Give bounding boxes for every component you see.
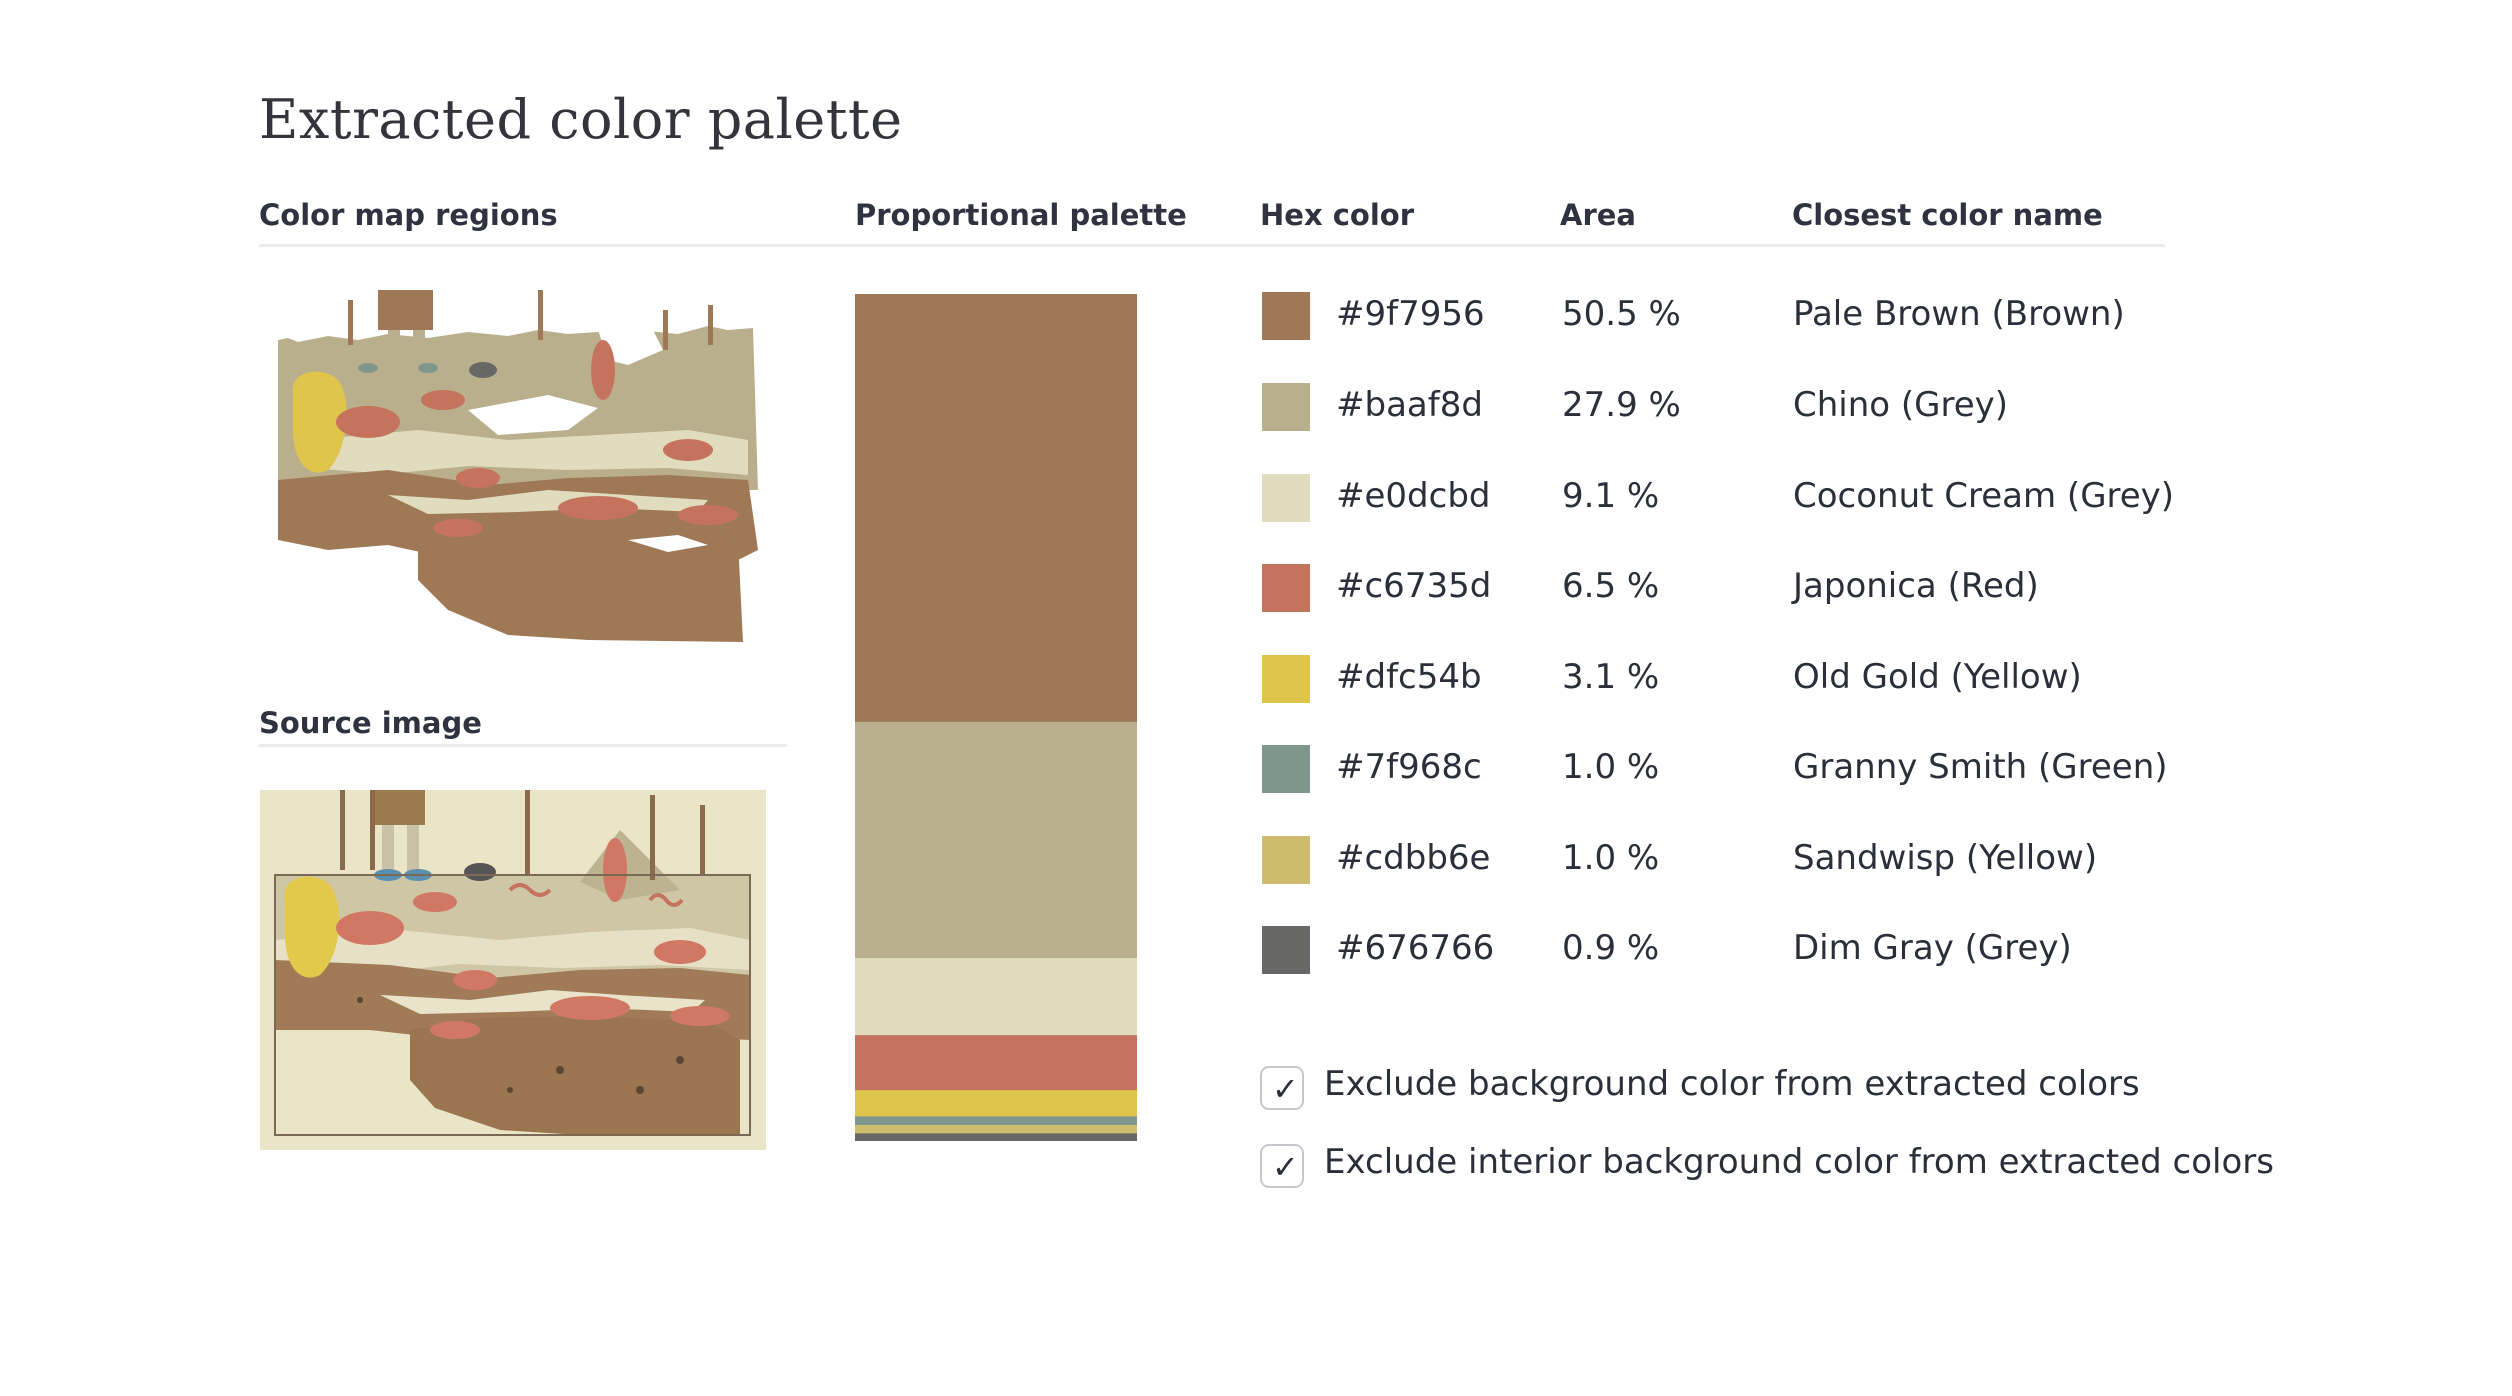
exclude-option-label[interactable]: Exclude interior background color from e… <box>1324 1142 2274 1182</box>
color-swatch <box>1262 564 1310 612</box>
palette-segment <box>855 721 1137 959</box>
color-swatch <box>1262 836 1310 884</box>
header-color-map-regions: Color map regions <box>259 198 558 232</box>
header-hex-color: Hex color <box>1260 198 1415 232</box>
palette-segment <box>855 294 1137 723</box>
hex-value: #baaf8d <box>1336 385 1483 425</box>
palette-segment <box>855 1124 1137 1134</box>
palette-segment <box>855 958 1137 1036</box>
palette-segment <box>855 1116 1137 1126</box>
area-value: 1.0 % <box>1562 747 1660 787</box>
color-name: Japonica (Red) <box>1793 566 2039 606</box>
checkmark-icon: ✓ <box>1272 1070 1299 1108</box>
color-name: Chino (Grey) <box>1793 385 2009 425</box>
header-divider <box>259 244 2165 247</box>
hex-value: #cdbb6e <box>1336 838 1491 878</box>
proportional-palette-bar <box>855 294 1137 1141</box>
area-value: 1.0 % <box>1562 838 1660 878</box>
hex-value: #e0dcbd <box>1336 476 1491 516</box>
hex-value: #9f7956 <box>1336 294 1485 334</box>
color-name: Pale Brown (Brown) <box>1793 294 2125 334</box>
color-name: Sandwisp (Yellow) <box>1793 838 2098 878</box>
hex-value: #676766 <box>1336 928 1495 968</box>
color-swatch <box>1262 383 1310 431</box>
palette-segment <box>855 1035 1137 1091</box>
color-name: Coconut Cream (Grey) <box>1793 476 2175 516</box>
area-value: 3.1 % <box>1562 657 1660 697</box>
exclude-option-checkbox[interactable]: ✓ <box>1260 1144 1304 1188</box>
area-value: 9.1 % <box>1562 476 1660 516</box>
hex-value: #c6735d <box>1336 566 1492 606</box>
color-name: Dim Gray (Grey) <box>1793 928 2072 968</box>
page-title: Extracted color palette <box>259 88 903 151</box>
color-swatch <box>1262 655 1310 703</box>
exclude-option-label[interactable]: Exclude background color from extracted … <box>1324 1064 2140 1104</box>
source-divider <box>259 744 787 747</box>
color-map-regions-image <box>268 290 774 650</box>
hex-value: #7f968c <box>1336 747 1482 787</box>
color-swatch <box>1262 292 1310 340</box>
area-value: 0.9 % <box>1562 928 1660 968</box>
area-value: 27.9 % <box>1562 385 1681 425</box>
color-swatch <box>1262 745 1310 793</box>
hex-value: #dfc54b <box>1336 657 1482 697</box>
color-name: Old Gold (Yellow) <box>1793 657 2082 697</box>
color-swatch <box>1262 926 1310 974</box>
checkmark-icon: ✓ <box>1272 1148 1299 1186</box>
header-proportional-palette: Proportional palette <box>855 198 1187 232</box>
header-source-image: Source image <box>259 706 482 740</box>
color-name: Granny Smith (Green) <box>1793 747 2168 787</box>
palette-segment <box>855 1133 1137 1141</box>
header-closest-color-name: Closest color name <box>1792 198 2103 232</box>
palette-segment <box>855 1090 1137 1117</box>
color-swatch <box>1262 474 1310 522</box>
source-image <box>260 790 766 1150</box>
area-value: 50.5 % <box>1562 294 1681 334</box>
area-value: 6.5 % <box>1562 566 1660 606</box>
exclude-option-checkbox[interactable]: ✓ <box>1260 1066 1304 1110</box>
header-area: Area <box>1560 198 1636 232</box>
